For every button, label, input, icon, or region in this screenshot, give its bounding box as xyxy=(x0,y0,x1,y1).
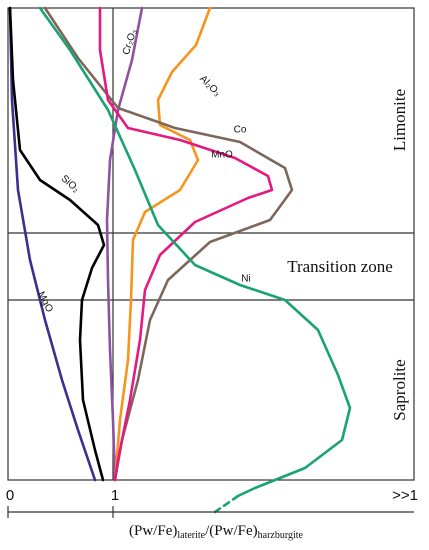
curve-ni-extension xyxy=(213,494,240,514)
x-tick-label: 1 xyxy=(111,487,119,504)
label-co: Co xyxy=(234,125,247,136)
x-tick-label: >>1 xyxy=(392,487,418,504)
curve-al2o3 xyxy=(113,6,212,482)
curve-mgo xyxy=(8,6,97,482)
label-ni: Ni xyxy=(241,274,250,285)
label-al2o3: Al₂O₃ xyxy=(197,74,222,99)
title-part: (Pw/Fe) xyxy=(129,523,177,539)
zone-label: Saprolite xyxy=(390,359,409,420)
title-subscript: harzburgite xyxy=(258,530,304,541)
zone-label: Limonite xyxy=(390,89,409,151)
curve-cr2o3 xyxy=(105,6,144,482)
curve-co xyxy=(43,6,294,482)
label-mgo: MgO xyxy=(35,290,55,314)
title-part: /(Pw/Fe) xyxy=(205,523,258,539)
title-subscript: laterite xyxy=(177,530,205,541)
curve-mno xyxy=(98,6,274,482)
curve-sio2 xyxy=(8,6,106,482)
label-sio2: SiO₂ xyxy=(59,173,82,195)
curve-ni xyxy=(38,6,352,498)
label-mno: MnO xyxy=(211,150,233,161)
x-tick-label: 0 xyxy=(6,487,14,504)
zone-label: Transition zone xyxy=(287,257,393,276)
x-axis-title: (Pw/Fe)laterite/(Pw/Fe)harzburgite xyxy=(129,523,304,541)
